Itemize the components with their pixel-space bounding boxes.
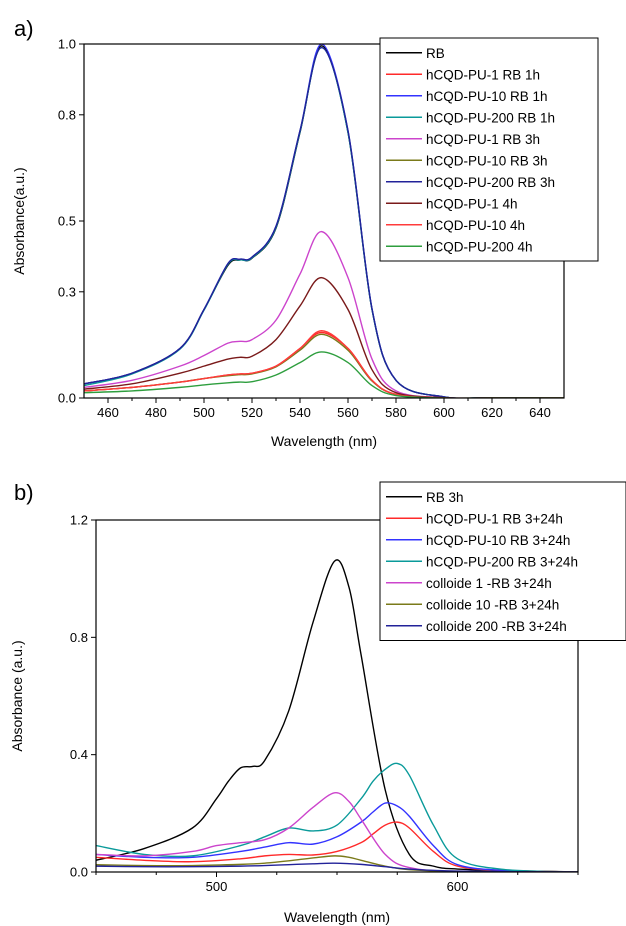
panel-b-y-tick-label-1: 0.4 — [70, 747, 88, 762]
panel-a-legend-label-9: hCQD-PU-200 4h — [426, 239, 533, 254]
panel-a-x-axis-title: Wavelength (nm) — [271, 433, 377, 449]
panel-a-legend-label-0: RB — [426, 46, 445, 61]
panel-b-label: b) — [14, 480, 34, 505]
panel-a-y-tick-label-1: 0.3 — [58, 284, 76, 299]
panel-a-y-axis-title: Absorbance(a.u.) — [11, 167, 27, 274]
panel-b-y-axis-title: Absorbance (a.u.) — [9, 640, 25, 751]
panel-a-x-tick-label-3: 520 — [241, 405, 263, 420]
panel-b-legend-label-3: hCQD-PU-200 RB 3+24h — [426, 554, 578, 569]
panel-b-legend-label-0: RB 3h — [426, 490, 464, 505]
panel-b-series-line-1 — [96, 821, 578, 872]
panel-b-y-tick-label-0: 0.0 — [70, 865, 88, 880]
panel-b-legend: RB 3h hCQD-PU-1 RB 3+24h hCQD-PU-10 RB 3+2… — [379, 481, 626, 641]
panel-b-legend-label-1: hCQD-PU-1 RB 3+24h — [426, 511, 563, 526]
panel-b-x-tick-label-0: 500 — [206, 879, 228, 894]
panel-b-series-group — [96, 559, 578, 872]
panel-a-x-tick-label-7: 600 — [433, 405, 455, 420]
panel-a-label: a) — [14, 16, 34, 41]
panel-b-x-axis-title: Wavelength (nm) — [284, 909, 390, 925]
panel-a-ticks: 460 480 500 520 540 560 580 600 620 640 0.0 0.3 0.5 0… — [58, 37, 551, 421]
panel-b-legend-label-2: hCQD-PU-10 RB 3+24h — [426, 533, 570, 548]
panel-a-legend-label-1: hCQD-PU-1 RB 1h — [426, 67, 540, 82]
panel-a-x-tick-label-2: 500 — [193, 405, 215, 420]
panel-a-legend-label-5: hCQD-PU-10 RB 3h — [426, 153, 548, 168]
panel-a-series-line-7 — [84, 276, 564, 398]
panel-a-legend-label-4: hCQD-PU-1 RB 3h — [426, 132, 540, 147]
panel-b-legend-label-6: colloide 200 -RB 3+24h — [426, 619, 567, 634]
panel-a-legend-label-7: hCQD-PU-1 4h — [426, 196, 518, 211]
panel-a-y-tick-label-2: 0.5 — [58, 214, 76, 229]
panel-a-series-line-1 — [84, 331, 564, 398]
chart-panel-b: b) 500 600 0.0 0.4 0.8 1.2 Wavelength (nm) Ab… — [9, 480, 626, 925]
panel-a-series-line-6 — [84, 46, 564, 398]
panel-a-x-tick-label-5: 560 — [337, 405, 359, 420]
panel-a-legend: RB hCQD-PU-1 RB 1h hCQD-PU-10 RB 1h hCQD-PU… — [379, 37, 599, 262]
panel-a-x-tick-label-4: 540 — [289, 405, 311, 420]
panel-a-y-tick-label-0: 0.0 — [58, 391, 76, 406]
panel-a-series-line-9 — [84, 351, 564, 398]
panel-b-series-line-4 — [96, 792, 578, 872]
panel-b-series-line-6 — [96, 862, 578, 872]
panel-a-x-tick-label-6: 580 — [385, 405, 407, 420]
panel-b-y-tick-label-3: 1.2 — [70, 513, 88, 528]
panel-a-legend-label-8: hCQD-PU-10 4h — [426, 218, 525, 233]
panel-b-legend-label-4: colloide 1 -RB 3+24h — [426, 576, 552, 591]
panel-b-x-tick-label-1: 600 — [447, 879, 469, 894]
panel-a-y-tick-label-4: 1.0 — [58, 37, 76, 52]
panel-a-x-tick-label-1: 480 — [145, 405, 167, 420]
panel-a-legend-label-6: hCQD-PU-200 RB 3h — [426, 175, 555, 190]
panel-a-legend-label-3: hCQD-PU-200 RB 1h — [426, 110, 555, 125]
panel-a-y-tick-label-3: 0.8 — [58, 107, 76, 122]
panel-b-series-line-3 — [96, 762, 578, 872]
panel-b-y-tick-label-2: 0.8 — [70, 630, 88, 645]
panel-a-x-tick-label-0: 460 — [97, 405, 119, 420]
panel-b-series-line-2 — [96, 802, 578, 872]
panel-b-series-line-0 — [96, 559, 578, 872]
panel-a-legend-box — [379, 37, 599, 262]
panel-a-x-tick-label-8: 620 — [481, 405, 503, 420]
panel-b-legend-label-5: colloide 10 -RB 3+24h — [426, 597, 559, 612]
panel-b-ticks: 500 600 0.0 0.4 0.8 1.2 — [70, 513, 579, 894]
panel-a-legend-label-2: hCQD-PU-10 RB 1h — [426, 89, 548, 104]
chart-panel-a: a) 460 480 500 520 540 560 580 600 620 640 0.0 0.3 0… — [11, 16, 599, 449]
panel-a-x-tick-label-9: 640 — [529, 405, 551, 420]
